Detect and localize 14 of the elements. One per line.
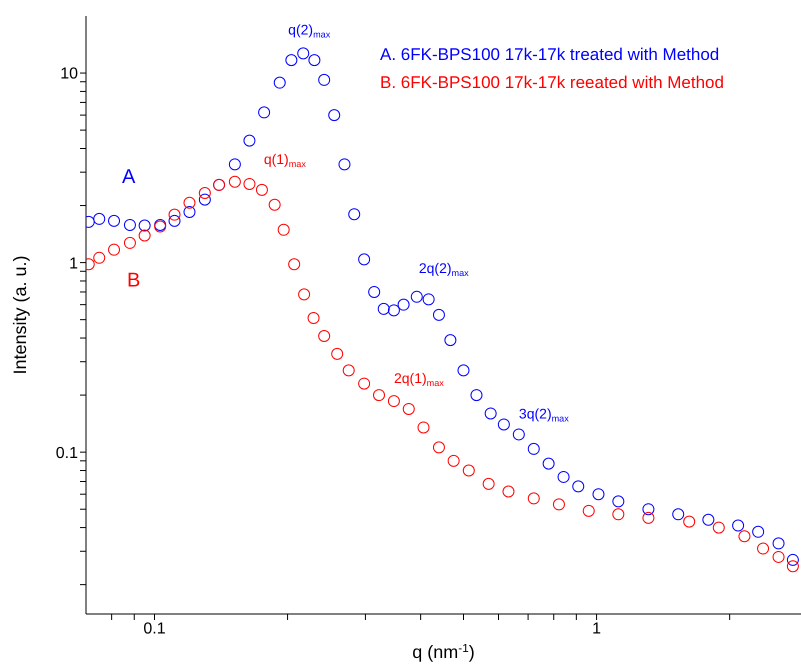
y-tick-label: 10	[60, 66, 78, 83]
y-tick-label: 1	[69, 255, 78, 272]
annotation: q(2)$_{max}$	[288, 21, 331, 40]
annotation: B	[127, 270, 140, 292]
annotation: 2q(2)$_{max}$	[418, 260, 470, 278]
y-tick-label: 0.1	[56, 444, 78, 462]
text: B. 6FK-BPS100 17k-17k reeated with Method	[380, 73, 724, 92]
y-axis-title: Intensity (a. u.)	[10, 255, 30, 375]
annotation: A	[122, 166, 136, 188]
x-axis-title: q (nm$^{-1}$)	[412, 642, 475, 662]
annotation: 2q(1)$_{max}$	[394, 370, 444, 388]
annotation: q(1)$_{max}$	[264, 150, 306, 170]
annotation: 3q(2)$_{max}$	[518, 405, 570, 424]
text: A. 6FK-BPS100 17k-17k treated with Method	[380, 45, 720, 64]
